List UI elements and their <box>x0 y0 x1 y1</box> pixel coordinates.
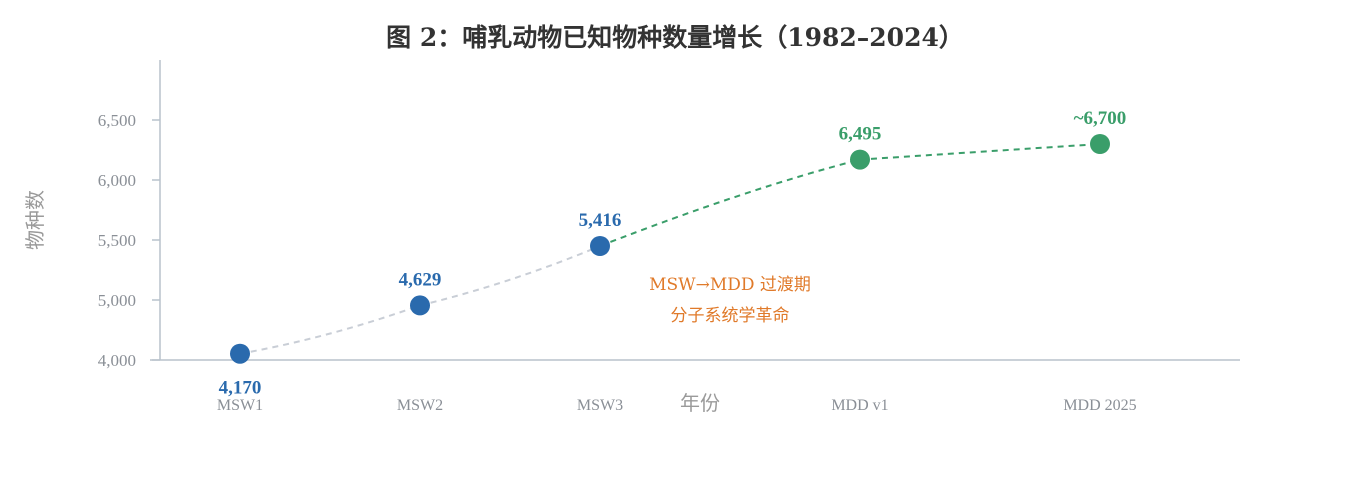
data-label: 5,416 <box>579 210 622 231</box>
x-tick-label: MDD 2025 <box>1063 397 1136 414</box>
line-segment <box>419 245 601 307</box>
y-tick-label: 4,000 <box>98 351 136 370</box>
data-point <box>1090 134 1110 154</box>
y-tick-label: 5,500 <box>98 231 136 250</box>
data-label: 4,170 <box>219 378 262 399</box>
x-tick-label: MSW2 <box>397 397 443 414</box>
data-label: 6,495 <box>839 124 882 145</box>
data-points <box>230 134 1110 364</box>
x-axis-ticks: MSW1 MSW2 MSW3 MDD v1 MDD 2025 <box>217 397 1137 414</box>
y-tick-label: 6,500 <box>98 111 136 130</box>
annotation-line-2: 分子系统学革命 <box>671 306 790 326</box>
transition-annotation: MSW→MDD 过渡期 分子系统学革命 <box>649 275 811 326</box>
data-label: 4,629 <box>399 269 442 290</box>
data-point <box>410 295 430 316</box>
data-point <box>850 149 870 170</box>
x-tick-label: MSW3 <box>577 397 623 414</box>
chart-title: 图 2：哺乳动物已知物种数量增长（1982–2024） <box>386 23 964 52</box>
line-segments <box>239 143 1101 355</box>
annotation-line-1: MSW→MDD 过渡期 <box>649 275 811 295</box>
x-tick-label: MSW1 <box>217 397 263 414</box>
y-axis-ticks: 4,000 5,000 5,500 6,000 6,500 <box>98 111 160 370</box>
x-axis-label: 年份 <box>680 391 720 415</box>
data-point <box>590 236 610 256</box>
line-segment <box>859 143 1101 161</box>
data-labels: 4,170 4,629 5,416 6,495 ~6,700 <box>219 108 1127 399</box>
x-tick-label: MDD v1 <box>831 397 888 414</box>
line-segment <box>239 304 421 355</box>
y-tick-label: 5,000 <box>98 291 136 310</box>
line-segment <box>599 158 861 247</box>
y-axis-label: 物种数 <box>23 190 47 250</box>
data-label: ~6,700 <box>1074 108 1127 129</box>
y-tick-label: 6,000 <box>98 171 136 190</box>
data-point <box>230 343 250 364</box>
